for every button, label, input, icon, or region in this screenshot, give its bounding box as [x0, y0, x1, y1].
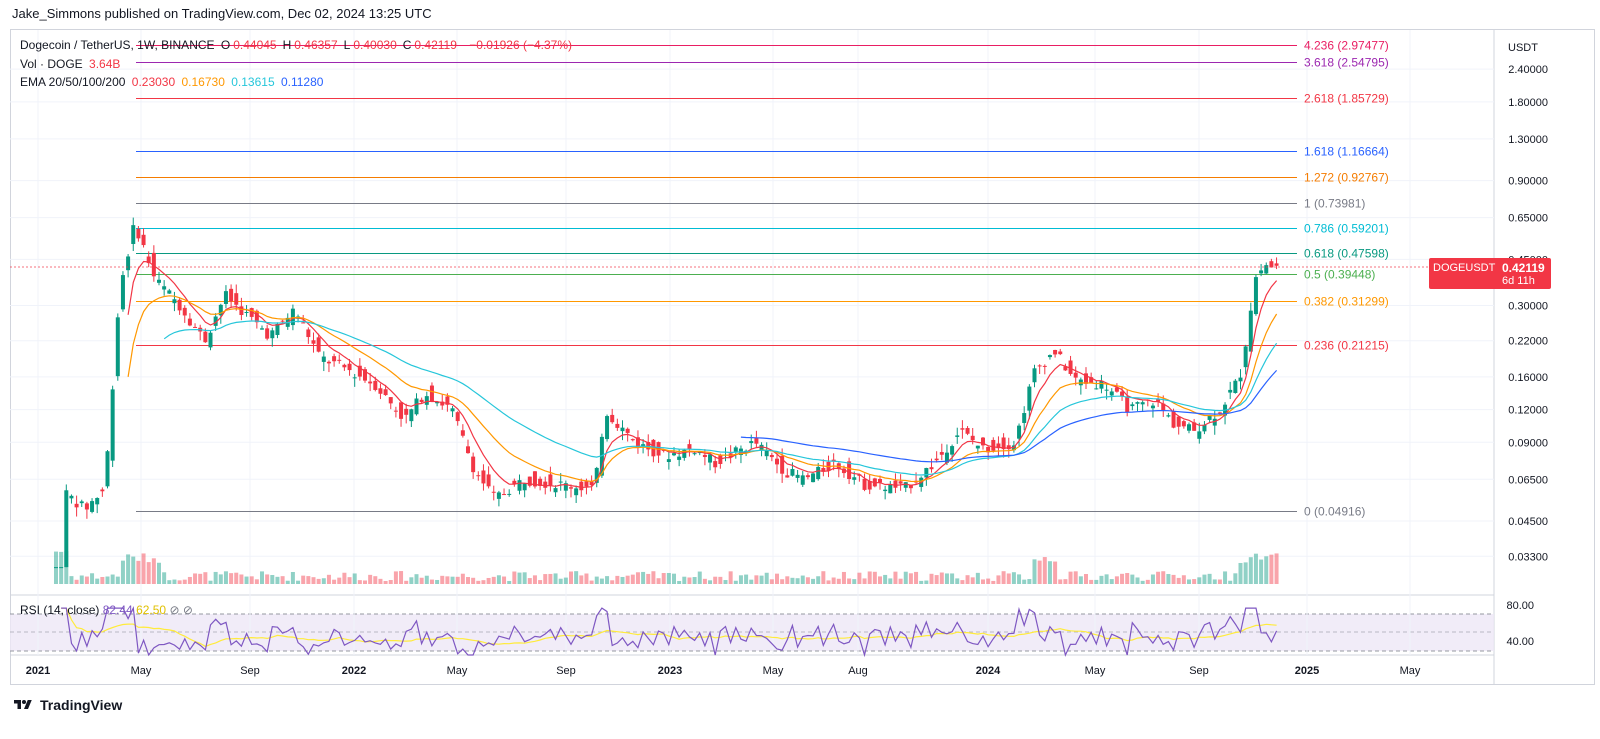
price-tag-value: 0.42119 — [1502, 261, 1545, 275]
fib-level-label: 0.382 (0.31299) — [1304, 295, 1389, 309]
price-tick-label: 0.09000 — [1508, 437, 1548, 449]
price-tick-label: 1.30000 — [1508, 134, 1548, 146]
rsi-tick-label: 80.00 — [1506, 600, 1534, 612]
time-tick-label: 2024 — [976, 665, 1001, 677]
fib-level-label: 1 (0.73981) — [1304, 197, 1365, 211]
rsi-label: RSI (14, close) — [20, 603, 100, 617]
price-tick-label: 0.03300 — [1508, 551, 1548, 563]
publish-info: Jake_Simmons published on TradingView.co… — [12, 6, 432, 21]
price-tick-label: 0.06500 — [1508, 474, 1548, 486]
ema-label: EMA 20/50/100/200 — [20, 75, 126, 89]
change-value: −0.01926 (−4.37%) — [469, 38, 573, 52]
volume-legend[interactable]: Vol · DOGE 3.64B — [20, 57, 123, 71]
time-tick-label: May — [1085, 665, 1106, 677]
time-tick-label: 2023 — [658, 665, 682, 677]
visibility-icon[interactable]: ⊘ ⊘ — [169, 603, 193, 617]
brand-name: TradingView — [40, 697, 123, 713]
fib-level-label: 0.236 (0.21215) — [1304, 339, 1389, 353]
ohlc-h: H 0.46357 — [282, 38, 338, 52]
time-tick-label: May — [447, 665, 468, 677]
fib-level-label: 2.618 (1.85729) — [1304, 92, 1389, 106]
ema100-value: 0.13615 — [231, 75, 275, 89]
currency-label: USDT — [1508, 42, 1538, 54]
fib-level-label: 0.786 (0.59201) — [1304, 222, 1389, 236]
time-tick-label: Sep — [1189, 665, 1209, 677]
fib-level-label: 0 (0.04916) — [1304, 505, 1365, 519]
price-tick-label: 0.04500 — [1508, 516, 1548, 528]
ohlc-values: O 0.44045 H 0.46357 L 0.40030 C 0.42119 — [221, 38, 463, 52]
ohlc-o: O 0.44045 — [220, 38, 277, 52]
symbol-legend[interactable]: Dogecoin / TetherUS, 1W, BINANCE O 0.4404… — [20, 38, 575, 52]
rsi-legend[interactable]: RSI (14, close) 82.44 62.50 ⊘ ⊘ — [20, 603, 193, 617]
price-tick-label: 2.40000 — [1508, 64, 1548, 76]
footer-brand[interactable]: TradingView — [12, 697, 122, 713]
volume-label: Vol · DOGE — [20, 57, 83, 71]
ema50-value: 0.16730 — [181, 75, 225, 89]
price-tick-label: 0.90000 — [1508, 176, 1548, 188]
price-tag-countdown: 6d 11h — [1502, 275, 1535, 287]
ema-legend[interactable]: EMA 20/50/100/200 0.23030 0.16730 0.1361… — [20, 75, 326, 89]
fib-level-label: 0.618 (0.47598) — [1304, 247, 1389, 261]
fib-level-label: 1.272 (0.92767) — [1304, 171, 1389, 185]
time-tick-label: Sep — [556, 665, 576, 677]
fib-level-label: 1.618 (1.16664) — [1304, 145, 1389, 159]
rsi-tick-label: 40.00 — [1506, 636, 1534, 648]
fib-level-label: 3.618 (2.54795) — [1304, 56, 1389, 70]
ema20-value: 0.23030 — [131, 75, 176, 89]
time-tick-label: Aug — [848, 665, 868, 677]
price-tick-label: 0.22000 — [1508, 336, 1548, 348]
price-tick-label: 0.30000 — [1508, 300, 1548, 312]
fib-level-label: 0.5 (0.39448) — [1304, 268, 1375, 282]
last-price-tag: DOGEUSDT 0.42119 6d 11h — [1429, 258, 1551, 289]
rsi-value: 82.44 — [102, 603, 133, 617]
time-tick-label: Sep — [240, 665, 260, 677]
time-tick-label: May — [1400, 665, 1421, 677]
ohlc-l: L 0.40030 — [343, 38, 397, 52]
time-tick-label: 2025 — [1295, 665, 1319, 677]
time-tick-label: 2022 — [342, 665, 366, 677]
symbol-line: Dogecoin / TetherUS, 1W, BINANCE — [20, 38, 215, 52]
time-tick-label: 2021 — [26, 665, 50, 677]
tradingview-logo-icon — [14, 700, 32, 709]
price-tag-symbol: DOGEUSDT — [1433, 262, 1496, 274]
rsi-ma-value: 62.50 — [136, 603, 167, 617]
volume-value: 3.64B — [89, 57, 121, 71]
time-tick-label: May — [131, 665, 152, 677]
price-tick-label: 0.16000 — [1508, 372, 1548, 384]
price-tick-label: 1.80000 — [1508, 97, 1548, 109]
fib-level-label: 4.236 (2.97477) — [1304, 39, 1389, 53]
price-tick-label: 0.12000 — [1508, 405, 1548, 417]
ohlc-c: C 0.42119 — [402, 38, 457, 52]
ema200-value: 0.11280 — [280, 75, 324, 89]
price-tick-label: 0.65000 — [1508, 213, 1548, 225]
time-tick-label: May — [763, 665, 784, 677]
chart-frame — [10, 29, 1595, 685]
